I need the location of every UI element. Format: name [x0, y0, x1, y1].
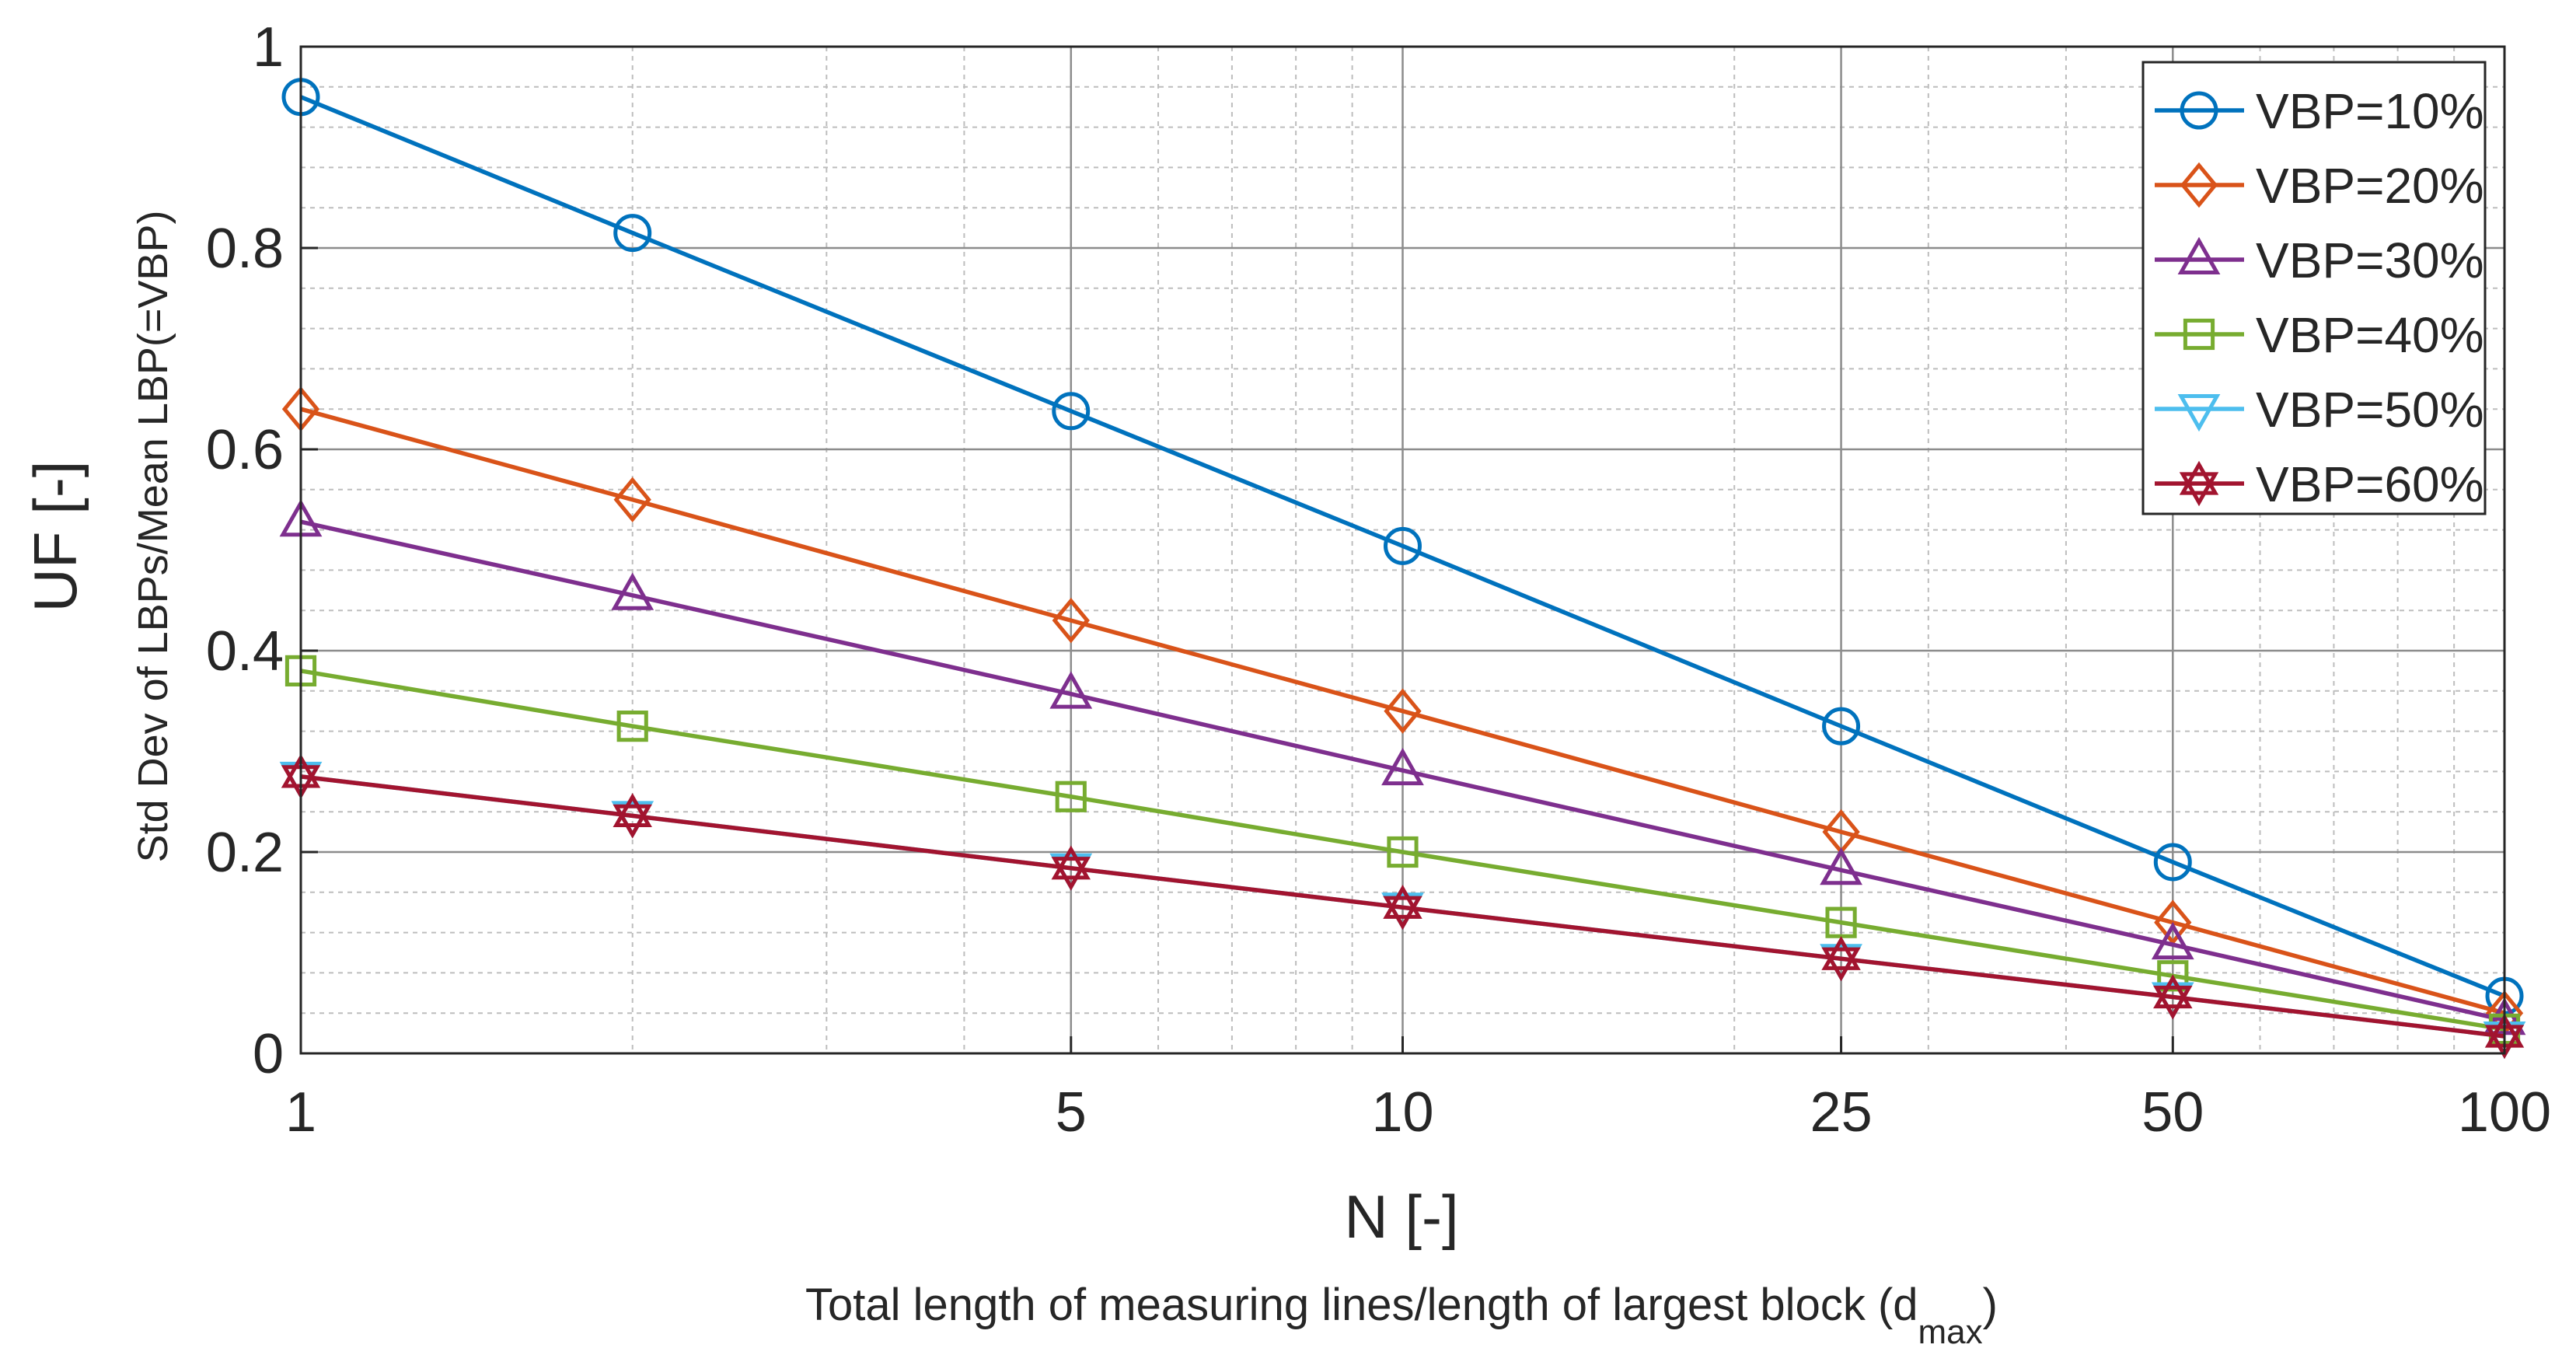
data-point	[2157, 960, 2189, 992]
data-point	[1052, 597, 1090, 644]
legend-label: VBP=50%	[2256, 382, 2484, 438]
data-point	[1051, 845, 1091, 891]
hexagram-up-triangle	[613, 793, 652, 827]
legend-label: VBP=20%	[2256, 158, 2484, 214]
data-point	[1822, 707, 1861, 746]
x-tick-label: 5	[1056, 1081, 1087, 1144]
legend-marker	[2183, 318, 2215, 351]
data-point	[616, 711, 648, 742]
hexagram-up-triangle	[1821, 936, 1861, 970]
legend-marker	[2180, 162, 2218, 208]
data-point	[1052, 392, 1091, 431]
data-point	[1049, 671, 1093, 709]
hexagram-up-triangle	[2153, 974, 2193, 1009]
data-point	[611, 572, 654, 610]
legend-label: VBP=60%	[2256, 456, 2484, 512]
legend-marker	[2180, 91, 2218, 130]
series-layer	[279, 78, 2526, 1060]
data-point	[1055, 781, 1087, 812]
data-point	[1384, 526, 1422, 565]
data-point	[1387, 836, 1419, 868]
x-axis-sublabel: Total length of measuring lines/length o…	[805, 1280, 1998, 1351]
legend-box	[2141, 61, 2487, 515]
x-tick-label: 10	[1371, 1081, 1433, 1144]
y-tick-labels: 0 0.2 0.4 0.6 0.8 1	[206, 16, 284, 1085]
series-line	[300, 774, 2505, 1039]
y-tick-label: 0.4	[206, 620, 284, 683]
series-line	[300, 519, 2505, 1022]
series-VBP=60%	[281, 753, 2525, 1060]
data-point	[2153, 974, 2193, 1020]
legend-item: VBP=20%	[2155, 158, 2484, 214]
hexagram-up-triangle	[2179, 460, 2219, 495]
hexagram-down-triangle	[2179, 472, 2219, 507]
hexagram-down-triangle	[2153, 985, 2193, 1020]
legend-marker	[2177, 236, 2221, 274]
x-tick-label: 25	[1810, 1081, 1873, 1144]
data-point	[1820, 847, 1862, 885]
legend-label: VBP=40%	[2256, 307, 2484, 363]
x-axis-sublabel-text: Total length of measuring lines/length o…	[805, 1280, 1918, 1330]
data-point	[1383, 885, 1422, 931]
hexagram-down-triangle	[613, 804, 652, 839]
legend-label: VBP=30%	[2256, 232, 2484, 288]
legend-item: VBP=60%	[2155, 456, 2484, 512]
legend-item: VBP=40%	[2155, 307, 2484, 363]
data-point	[2154, 899, 2192, 945]
data-point	[2151, 921, 2194, 960]
y-axis-sublabel: Std Dev of LBPs/Mean LBP(=VBP)	[130, 211, 176, 863]
y-axis-label: UF [-]	[21, 461, 89, 613]
y-tick-label: 0.6	[206, 419, 284, 481]
legend: VBP=10% VBP=20% VBP=30% VBP=40% VBP=50% VBP=6…	[2141, 61, 2487, 515]
x-tick-label: 100	[2458, 1081, 2551, 1144]
x-axis-sublabel-subscript: max	[1918, 1313, 1983, 1351]
series-line	[299, 95, 2506, 998]
hexagram-up-triangle	[1383, 885, 1422, 919]
hexagram-down-triangle	[1383, 896, 1422, 931]
y-tick-label: 1	[253, 16, 284, 79]
legend-item: VBP=10%	[2155, 83, 2484, 139]
legend-marker	[2179, 460, 2219, 507]
data-point	[1821, 936, 1861, 982]
data-point	[2153, 843, 2192, 882]
y-tick-label: 0.8	[206, 218, 284, 280]
data-point	[613, 477, 651, 522]
legend-item: VBP=50%	[2155, 382, 2484, 438]
x-tick-label: 1	[285, 1081, 316, 1144]
data-point	[1381, 747, 1424, 786]
x-axis-sublabel-suffix: )	[1983, 1280, 1998, 1330]
legend-item: VBP=30%	[2155, 232, 2484, 288]
hexagram-up-triangle	[1051, 845, 1091, 880]
axes	[299, 45, 2506, 1055]
data-point	[1384, 688, 1422, 734]
hexagram-down-triangle	[1051, 857, 1091, 891]
x-tick-labels: 1 5 10 25 50 100	[285, 1081, 2551, 1144]
legend-label: VBP=10%	[2256, 83, 2484, 139]
y-tick-label: 0.2	[206, 822, 284, 884]
data-point	[613, 214, 652, 253]
hexagram-down-triangle	[1821, 947, 1861, 982]
legend-marker	[2177, 394, 2221, 432]
data-point	[613, 793, 652, 839]
x-axis-label: N [-]	[1344, 1182, 1458, 1251]
x-tick-label: 50	[2141, 1081, 2204, 1144]
y-tick-label: 0	[253, 1023, 284, 1085]
